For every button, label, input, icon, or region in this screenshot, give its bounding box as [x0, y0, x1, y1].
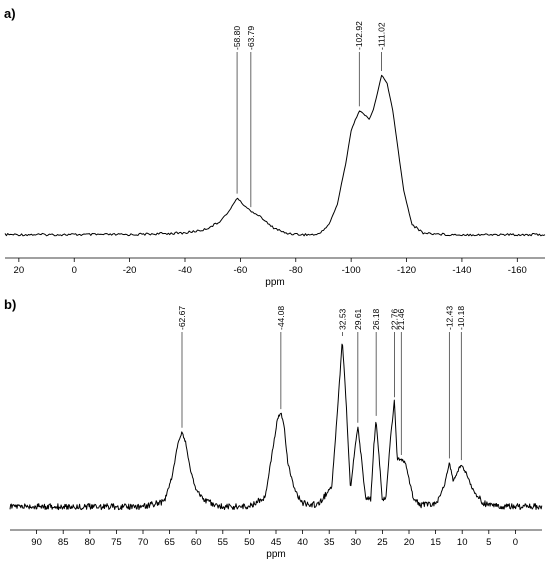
x-tick-label: -60: [234, 265, 248, 276]
peak-label: -63.79: [246, 26, 256, 50]
x-axis-title: ppm: [265, 277, 284, 288]
panel-label: b): [4, 297, 16, 312]
panel-a: a) 20 0 -20 -40 -60 -80 -100 -120 -140 -160 ppm -58.…: [4, 6, 546, 288]
x-tick-label: 10: [457, 537, 468, 548]
x-tick-label: 15: [430, 537, 441, 548]
x-tick-label: 80: [85, 537, 96, 548]
x-tick-label: 40: [297, 537, 308, 548]
x-tick-label: 65: [164, 537, 175, 548]
x-tick-label: 5: [486, 537, 491, 548]
peak-label: 32.53: [337, 308, 347, 330]
peak-label: -10.18: [456, 306, 466, 330]
x-tick-label: 55: [218, 537, 229, 548]
peak-label: 29.61: [353, 308, 363, 330]
x-tick-label: 45: [271, 537, 282, 548]
peak-label: -58.80: [232, 26, 242, 50]
x-tick-label: -120: [397, 265, 416, 276]
panel-label: a): [4, 6, 16, 21]
x-tick-label: -40: [178, 265, 192, 276]
peak-label: -111.02: [377, 22, 387, 50]
x-tick-label: 0: [72, 265, 77, 276]
peak-label: -12.43: [444, 306, 454, 330]
x-tick-label: -140: [452, 265, 471, 276]
peak-label: -102.92: [354, 21, 364, 50]
x-tick-label: 35: [324, 537, 335, 548]
x-tick-label: 0: [513, 537, 518, 548]
x-tick-label: 70: [138, 537, 149, 548]
panel-b: b)90 85 80 75 70 65 60 55 50 45 40 35 30 25 20 15 10 5 0pp…: [4, 297, 543, 560]
x-tick-label: 50: [244, 537, 255, 548]
peak-label: 21.46: [396, 308, 406, 330]
x-tick-label: -160: [508, 265, 527, 276]
x-tick-label: 90: [31, 537, 42, 548]
x-tick-label: -20: [123, 265, 137, 276]
x-tick-label: 20: [14, 265, 25, 276]
x-tick-label: 60: [191, 537, 202, 548]
peak-label: -62.67: [177, 306, 187, 330]
x-tick-label: -100: [342, 265, 361, 276]
x-tick-label: -80: [289, 265, 303, 276]
spectrum-line: [9, 343, 543, 511]
peak-label: -44.08: [276, 306, 286, 330]
x-tick-label: 75: [111, 537, 122, 548]
x-tick-label: 85: [58, 537, 69, 548]
x-axis-title: ppm: [266, 549, 285, 560]
x-tick-label: 30: [351, 537, 362, 548]
x-tick-label: 25: [377, 537, 388, 548]
x-tick-label: 20: [404, 537, 415, 548]
spectrum-line: [4, 74, 546, 237]
peak-label: 26.18: [371, 308, 381, 330]
peak-label: 22.76: [389, 308, 399, 330]
